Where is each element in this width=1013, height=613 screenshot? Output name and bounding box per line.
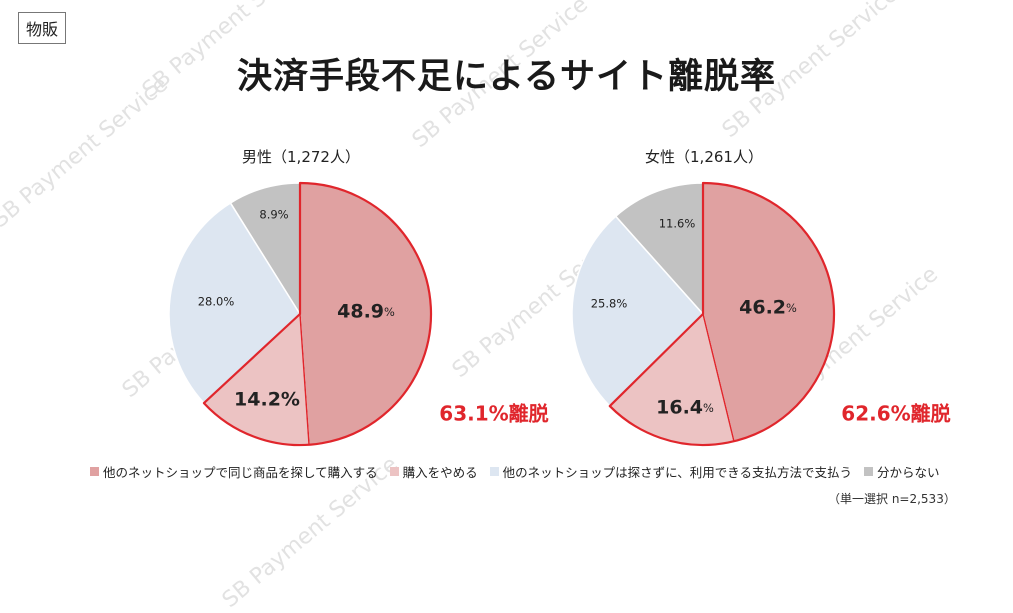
legend-label: 他のネットショップは探さずに、利用できる支払方法で支払う — [502, 465, 853, 480]
legend-swatch — [389, 467, 399, 476]
page-title: 決済手段不足によるサイト離脱率 — [237, 57, 776, 97]
leave-rate-label: 63.1%離脱 — [439, 402, 548, 426]
sample-note: （単一選択 n=2,533） — [828, 492, 956, 506]
legend-swatch — [489, 467, 499, 476]
legend-swatch — [90, 467, 99, 476]
pie-slice — [168, 201, 301, 405]
slice-value-label: 28.0% — [198, 295, 235, 309]
pie-title-male: 男性（1,272人） — [242, 148, 360, 166]
legend-item: 購入をやめる — [389, 462, 478, 481]
percent-suffix: % — [384, 305, 395, 319]
legend-swatch — [864, 467, 874, 476]
slice-value-label: 48.9% — [337, 301, 395, 323]
pie-charts: 48.9% 14.2% 28.0% 8.9% 63.1%離脱 46.2% 16.4% 25.8… — [168, 181, 951, 447]
slice-divider — [299, 313, 310, 445]
percent-suffix: % — [786, 301, 797, 315]
slice-value-label: 14.2% — [234, 389, 300, 411]
leave-rate-outline — [202, 181, 433, 447]
pie-title-female: 女性（1,261人） — [645, 148, 763, 166]
legend: 他のネットショップで同じ商品を探して購入する 購入をやめる 他のネットショップは… — [90, 462, 940, 481]
leave-rate-outline — [608, 181, 836, 447]
slice-value-label: 8.9% — [259, 208, 288, 222]
slice-value-label: 11.6% — [659, 217, 696, 231]
slice-value-label: 16.4% — [656, 397, 714, 419]
legend-item: 他のネットショップで同じ商品を探して購入する — [90, 462, 378, 481]
slice-value-label: 46.2% — [739, 297, 797, 319]
slice-value-label: 25.8% — [591, 297, 628, 311]
percent-suffix: % — [703, 401, 714, 415]
leave-rate-label: 62.6%離脱 — [841, 402, 950, 426]
legend-label: 購入をやめる — [402, 465, 478, 480]
legend-item: 他のネットショップは探さずに、利用できる支払方法で支払う — [489, 462, 853, 481]
pie-slice — [614, 182, 704, 316]
legend-label: 分からない — [877, 465, 940, 480]
legend-item: 分からない — [864, 462, 940, 481]
slice-divider — [702, 313, 735, 442]
category-tag: 物販 — [18, 12, 67, 44]
pie-slice — [571, 215, 705, 408]
legend-label: 他のネットショップで同じ商品を探して購入する — [103, 465, 378, 480]
